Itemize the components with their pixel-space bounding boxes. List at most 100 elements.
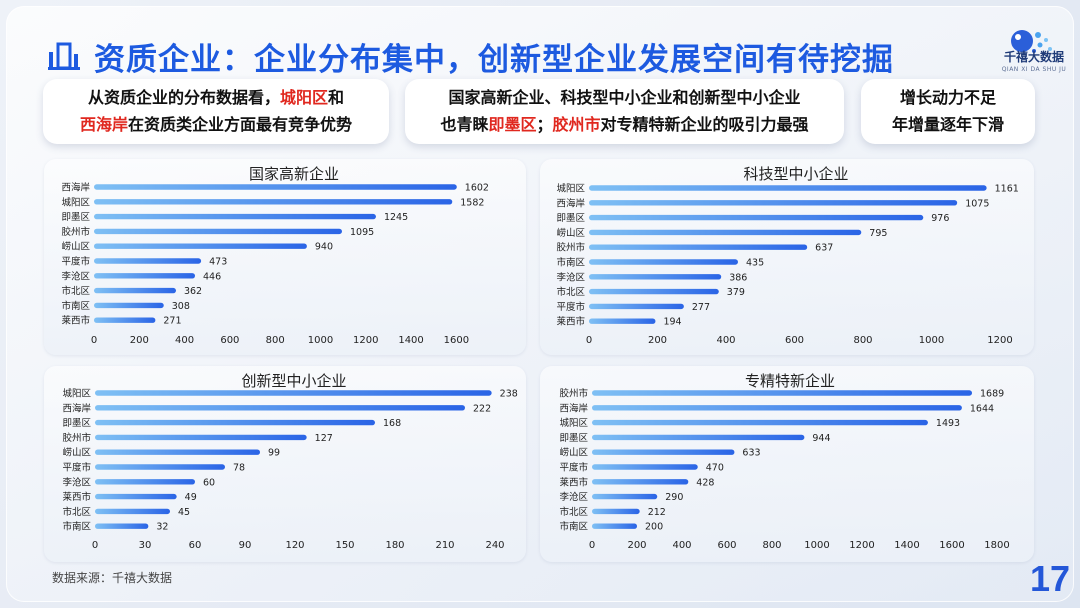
highlight-jiaozhou: 胶州市 <box>552 115 601 134</box>
x-tick-label: 400 <box>716 335 735 346</box>
category-label: 即墨区 <box>61 212 90 223</box>
value-label: 238 <box>500 389 518 400</box>
value-label: 1245 <box>384 212 408 223</box>
callout-innovation: 国家高新企业、科技型中小企业和创新型中小企业 也青睐即墨区；胶州市对专精特新企业… <box>405 79 844 144</box>
value-label: 212 <box>648 507 666 518</box>
value-label: 1161 <box>995 184 1019 195</box>
callout-text: 年增量逐年下滑 <box>891 115 1004 134</box>
bar <box>94 228 342 235</box>
x-tick-label: 800 <box>266 335 285 346</box>
value-label: 362 <box>184 286 202 297</box>
category-label: 城阳区 <box>556 184 585 195</box>
value-label: 435 <box>746 258 764 269</box>
value-label: 1582 <box>460 197 484 208</box>
logo-name: 千禧大数据 <box>1003 50 1064 64</box>
x-tick-label: 600 <box>220 335 239 346</box>
bar <box>589 318 656 324</box>
category-label: 市南区 <box>556 257 585 269</box>
bar <box>592 479 689 485</box>
value-label: 32 <box>156 522 168 533</box>
bar <box>94 243 307 249</box>
x-tick-label: 1000 <box>804 540 829 551</box>
category-label: 市北区 <box>61 285 90 297</box>
value-label: 795 <box>869 228 887 239</box>
bar <box>589 259 738 265</box>
value-label: 944 <box>812 433 830 444</box>
category-label: 李沧区 <box>61 270 90 282</box>
x-tick-label: 1600 <box>444 335 469 346</box>
x-tick-label: 800 <box>762 540 781 551</box>
x-tick-label: 210 <box>435 540 454 551</box>
value-label: 1493 <box>936 418 960 429</box>
x-tick-label: 1000 <box>919 335 944 346</box>
category-label: 崂山区 <box>61 242 90 253</box>
value-label: 168 <box>383 418 401 429</box>
x-tick-label: 200 <box>648 335 667 346</box>
bar <box>95 508 170 515</box>
bar <box>592 508 640 515</box>
bar <box>94 184 457 190</box>
bar <box>95 405 465 411</box>
bar <box>589 185 987 191</box>
x-tick-label: 1200 <box>849 540 874 551</box>
category-label: 市北区 <box>556 286 585 298</box>
category-label: 市南区 <box>559 521 588 533</box>
x-tick-label: 200 <box>130 335 149 346</box>
value-label: 386 <box>729 272 747 283</box>
value-label: 1602 <box>465 183 489 194</box>
category-label: 即墨区 <box>559 433 588 444</box>
x-tick-label: 600 <box>785 335 804 346</box>
bar <box>592 405 962 411</box>
category-label: 平度市 <box>559 462 588 474</box>
category-label: 市南区 <box>61 300 90 312</box>
bar <box>95 493 177 500</box>
category-label: 市南区 <box>62 521 91 533</box>
x-tick-label: 1000 <box>308 335 333 346</box>
bar <box>592 464 698 470</box>
chart-title: 国家高新企业 <box>249 165 339 183</box>
callout-text: 也青睐 <box>440 115 489 134</box>
value-label: 127 <box>315 433 333 444</box>
value-label: 633 <box>742 448 760 459</box>
value-label: 194 <box>663 317 681 328</box>
bar <box>589 288 719 295</box>
category-label: 市北区 <box>62 506 91 518</box>
category-label: 李沧区 <box>559 491 588 503</box>
bar <box>592 523 637 529</box>
value-label: 78 <box>233 463 245 474</box>
bar <box>589 200 958 206</box>
category-label: 崂山区 <box>62 448 91 459</box>
category-label: 崂山区 <box>559 448 588 459</box>
value-label: 200 <box>645 522 663 533</box>
x-tick-label: 60 <box>189 540 202 551</box>
category-label: 即墨区 <box>62 418 91 429</box>
value-label: 308 <box>172 301 190 312</box>
chart-panel-tech-sme: 科技型中小企业 城阳区 1161 西海岸 1075 即墨区 976 崂山区 795 胶州市 637 市… <box>540 159 1034 355</box>
x-tick-label: 1600 <box>939 540 964 551</box>
x-tick-label: 200 <box>627 540 646 551</box>
bar <box>94 258 202 264</box>
chart-title: 科技型中小企业 <box>743 165 848 183</box>
bar <box>95 449 260 455</box>
bar <box>592 493 658 500</box>
value-label: 1689 <box>980 389 1004 400</box>
highlight-xihaian: 西海岸 <box>79 115 128 134</box>
x-tick-label: 120 <box>285 540 304 551</box>
bar <box>592 449 735 455</box>
x-tick-label: 800 <box>853 335 872 346</box>
x-tick-label: 30 <box>139 540 152 551</box>
x-tick-label: 400 <box>175 335 194 346</box>
bar <box>589 229 862 236</box>
bar <box>589 214 924 221</box>
category-label: 莱西市 <box>61 315 90 327</box>
callout-competitiveness: 从资质企业的分布数据看，城阳区和 西海岸在资质类企业方面最有竞争优势 <box>43 79 389 144</box>
x-tick-label: 0 <box>586 335 592 346</box>
value-label: 277 <box>692 302 710 313</box>
chart-title: 创新型中小企业 <box>241 372 346 390</box>
category-label: 崂山区 <box>556 228 585 239</box>
category-label: 胶州市 <box>559 388 588 400</box>
bar <box>95 434 307 441</box>
chart-panel-innovative-sme: 创新型中小企业 城阳区 238 西海岸 222 即墨区 168 胶州市 127 崂山区 99 平度市 7… <box>44 366 526 562</box>
x-tick-label: 150 <box>335 540 354 551</box>
